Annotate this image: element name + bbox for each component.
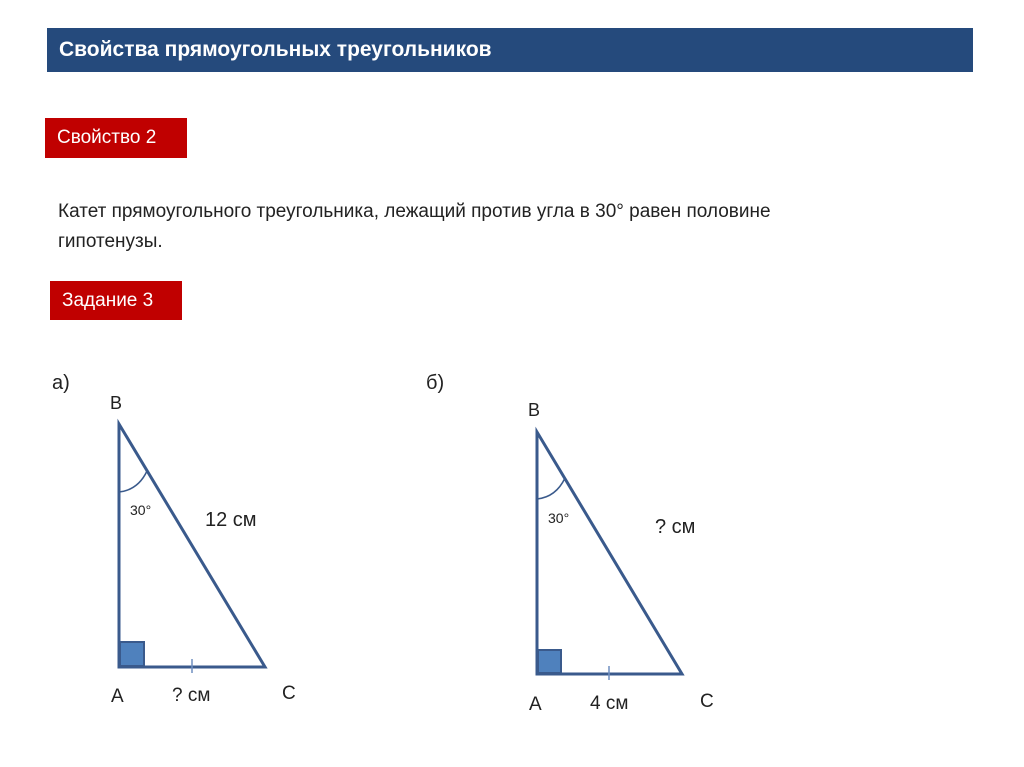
leg-label-a: ? см — [172, 685, 211, 706]
right-angle-marker-a — [119, 641, 145, 667]
triangle-a-outline — [117, 418, 268, 669]
triangle-a — [117, 418, 268, 673]
property-text-line1: Катет прямоугольного треугольника, лежащ… — [58, 201, 771, 222]
figure-a-label: а) — [52, 372, 70, 394]
leg-label-b: 4 см — [590, 693, 629, 714]
vertex-c-b: C — [700, 691, 714, 712]
vertex-b-a: B — [110, 393, 123, 413]
right-angle-marker-b — [537, 649, 562, 674]
angle-label-b: 30° — [548, 510, 570, 526]
hypotenuse-label-b: ? см — [655, 516, 696, 538]
triangle-b-outline — [535, 426, 685, 676]
triangle-b — [535, 426, 685, 680]
vertex-c-a: C — [282, 683, 296, 704]
task-badge: Задание 3 — [50, 281, 182, 320]
property-text-line2: гипотенузы. — [58, 231, 163, 252]
figure-b-label: б) — [426, 372, 445, 394]
angle-arc-b — [536, 477, 566, 500]
property-badge: Свойство 2 — [45, 118, 187, 158]
angle-label-a: 30° — [130, 502, 152, 518]
slide-title: Свойства прямоугольных треугольников — [47, 28, 973, 72]
hypotenuse-label-a: 12 см — [205, 509, 257, 531]
vertex-a-b: A — [529, 694, 542, 715]
vertex-b-b: B — [528, 400, 541, 420]
angle-arc-a — [118, 470, 148, 493]
vertex-a-a: A — [111, 686, 124, 707]
